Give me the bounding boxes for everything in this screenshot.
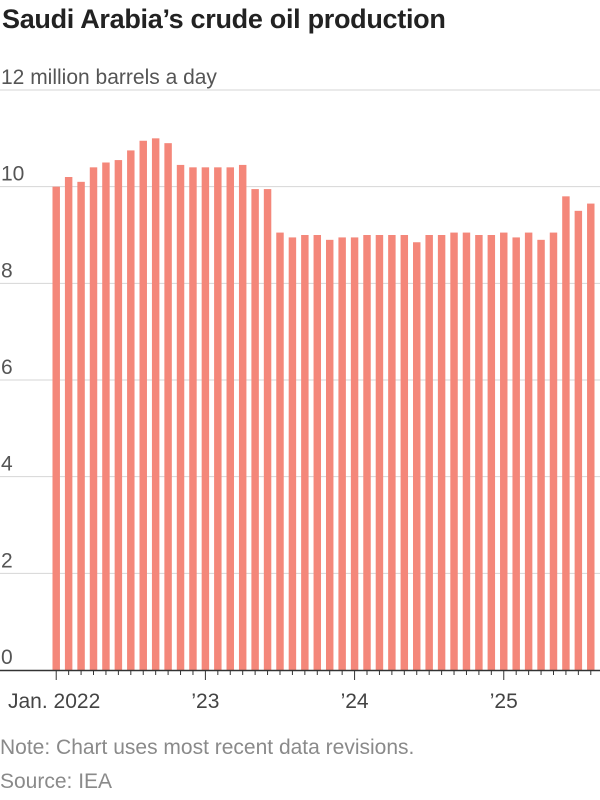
x-tick-label: ’24 (341, 690, 369, 713)
bars (52, 138, 595, 671)
y-tick-label: 12 million barrels a day (1, 66, 217, 89)
bar-2023-04 (238, 164, 247, 670)
bar-2024-11 (475, 235, 483, 670)
bar-2022-06 (114, 160, 123, 671)
bar-2022-05 (102, 162, 110, 670)
bar-chart: Jan. 2022 ’23 ’24 ’25 0 2 4 6 8 10 12 million bar… (0, 66, 600, 713)
bar-2025-01 (500, 232, 508, 671)
bar-2025-03 (524, 232, 533, 671)
chart-note: Note: Chart uses most recent data revisi… (0, 736, 415, 759)
y-tick-label: 4 (1, 453, 13, 476)
y-tick-label: 0 (1, 646, 13, 669)
bar-2025-08 (587, 203, 595, 671)
chart-source: Source: IEA (0, 770, 113, 793)
bar-2023-11 (325, 239, 334, 671)
bar-2024-04 (388, 235, 396, 670)
x-tick-label: Jan. 2022 (8, 690, 100, 713)
bar-2025-06 (562, 196, 570, 671)
bar-2023-09 (301, 235, 309, 670)
bar-2025-04 (537, 239, 545, 671)
x-tick-label: ’25 (490, 690, 518, 713)
bar-2024-12 (487, 235, 496, 670)
bar-2022-02 (64, 177, 73, 670)
bar-2024-03 (375, 235, 384, 670)
bar-2023-08 (288, 237, 297, 670)
x-axis: Jan. 2022 ’23 ’24 ’25 (0, 669, 600, 713)
bar-2022-08 (139, 140, 147, 670)
bar-2023-03 (226, 167, 234, 671)
bar-2022-01 (52, 186, 60, 670)
x-tick-label: ’23 (191, 690, 219, 713)
bar-2022-07 (127, 150, 135, 670)
bar-2024-01 (350, 237, 359, 670)
bar-2024-05 (400, 235, 409, 670)
bar-2023-05 (251, 189, 259, 671)
bar-2024-10 (462, 232, 471, 671)
bar-2023-12 (338, 237, 346, 670)
y-tick-label: 2 (1, 549, 13, 572)
bar-2024-02 (363, 235, 371, 670)
bar-2023-06 (263, 189, 272, 671)
bar-2024-08 (437, 235, 446, 670)
bar-2024-06 (413, 242, 421, 670)
bar-2023-07 (276, 232, 284, 671)
bar-2023-10 (313, 235, 322, 670)
y-axis-labels: 0 2 4 6 8 10 12 million barrels a day (1, 66, 217, 669)
y-tick-label: 8 (1, 259, 13, 282)
bar-2025-07 (574, 210, 583, 671)
bar-2024-09 (450, 232, 458, 671)
bar-2025-02 (512, 237, 520, 670)
bar-2025-05 (549, 232, 558, 671)
bar-2022-12 (189, 167, 197, 671)
y-tick-label: 10 (1, 163, 24, 186)
chart-title: Saudi Arabia’s crude oil production (2, 4, 446, 34)
bar-2022-09 (151, 138, 160, 671)
bar-2023-01 (201, 167, 210, 671)
bar-2022-11 (176, 164, 185, 670)
bar-2022-04 (89, 167, 98, 671)
gridlines (0, 89, 600, 574)
y-tick-label: 6 (1, 356, 13, 379)
bar-2023-02 (214, 167, 222, 671)
bar-2022-10 (164, 143, 172, 670)
bar-2022-03 (77, 181, 85, 671)
bar-2024-07 (425, 235, 433, 670)
